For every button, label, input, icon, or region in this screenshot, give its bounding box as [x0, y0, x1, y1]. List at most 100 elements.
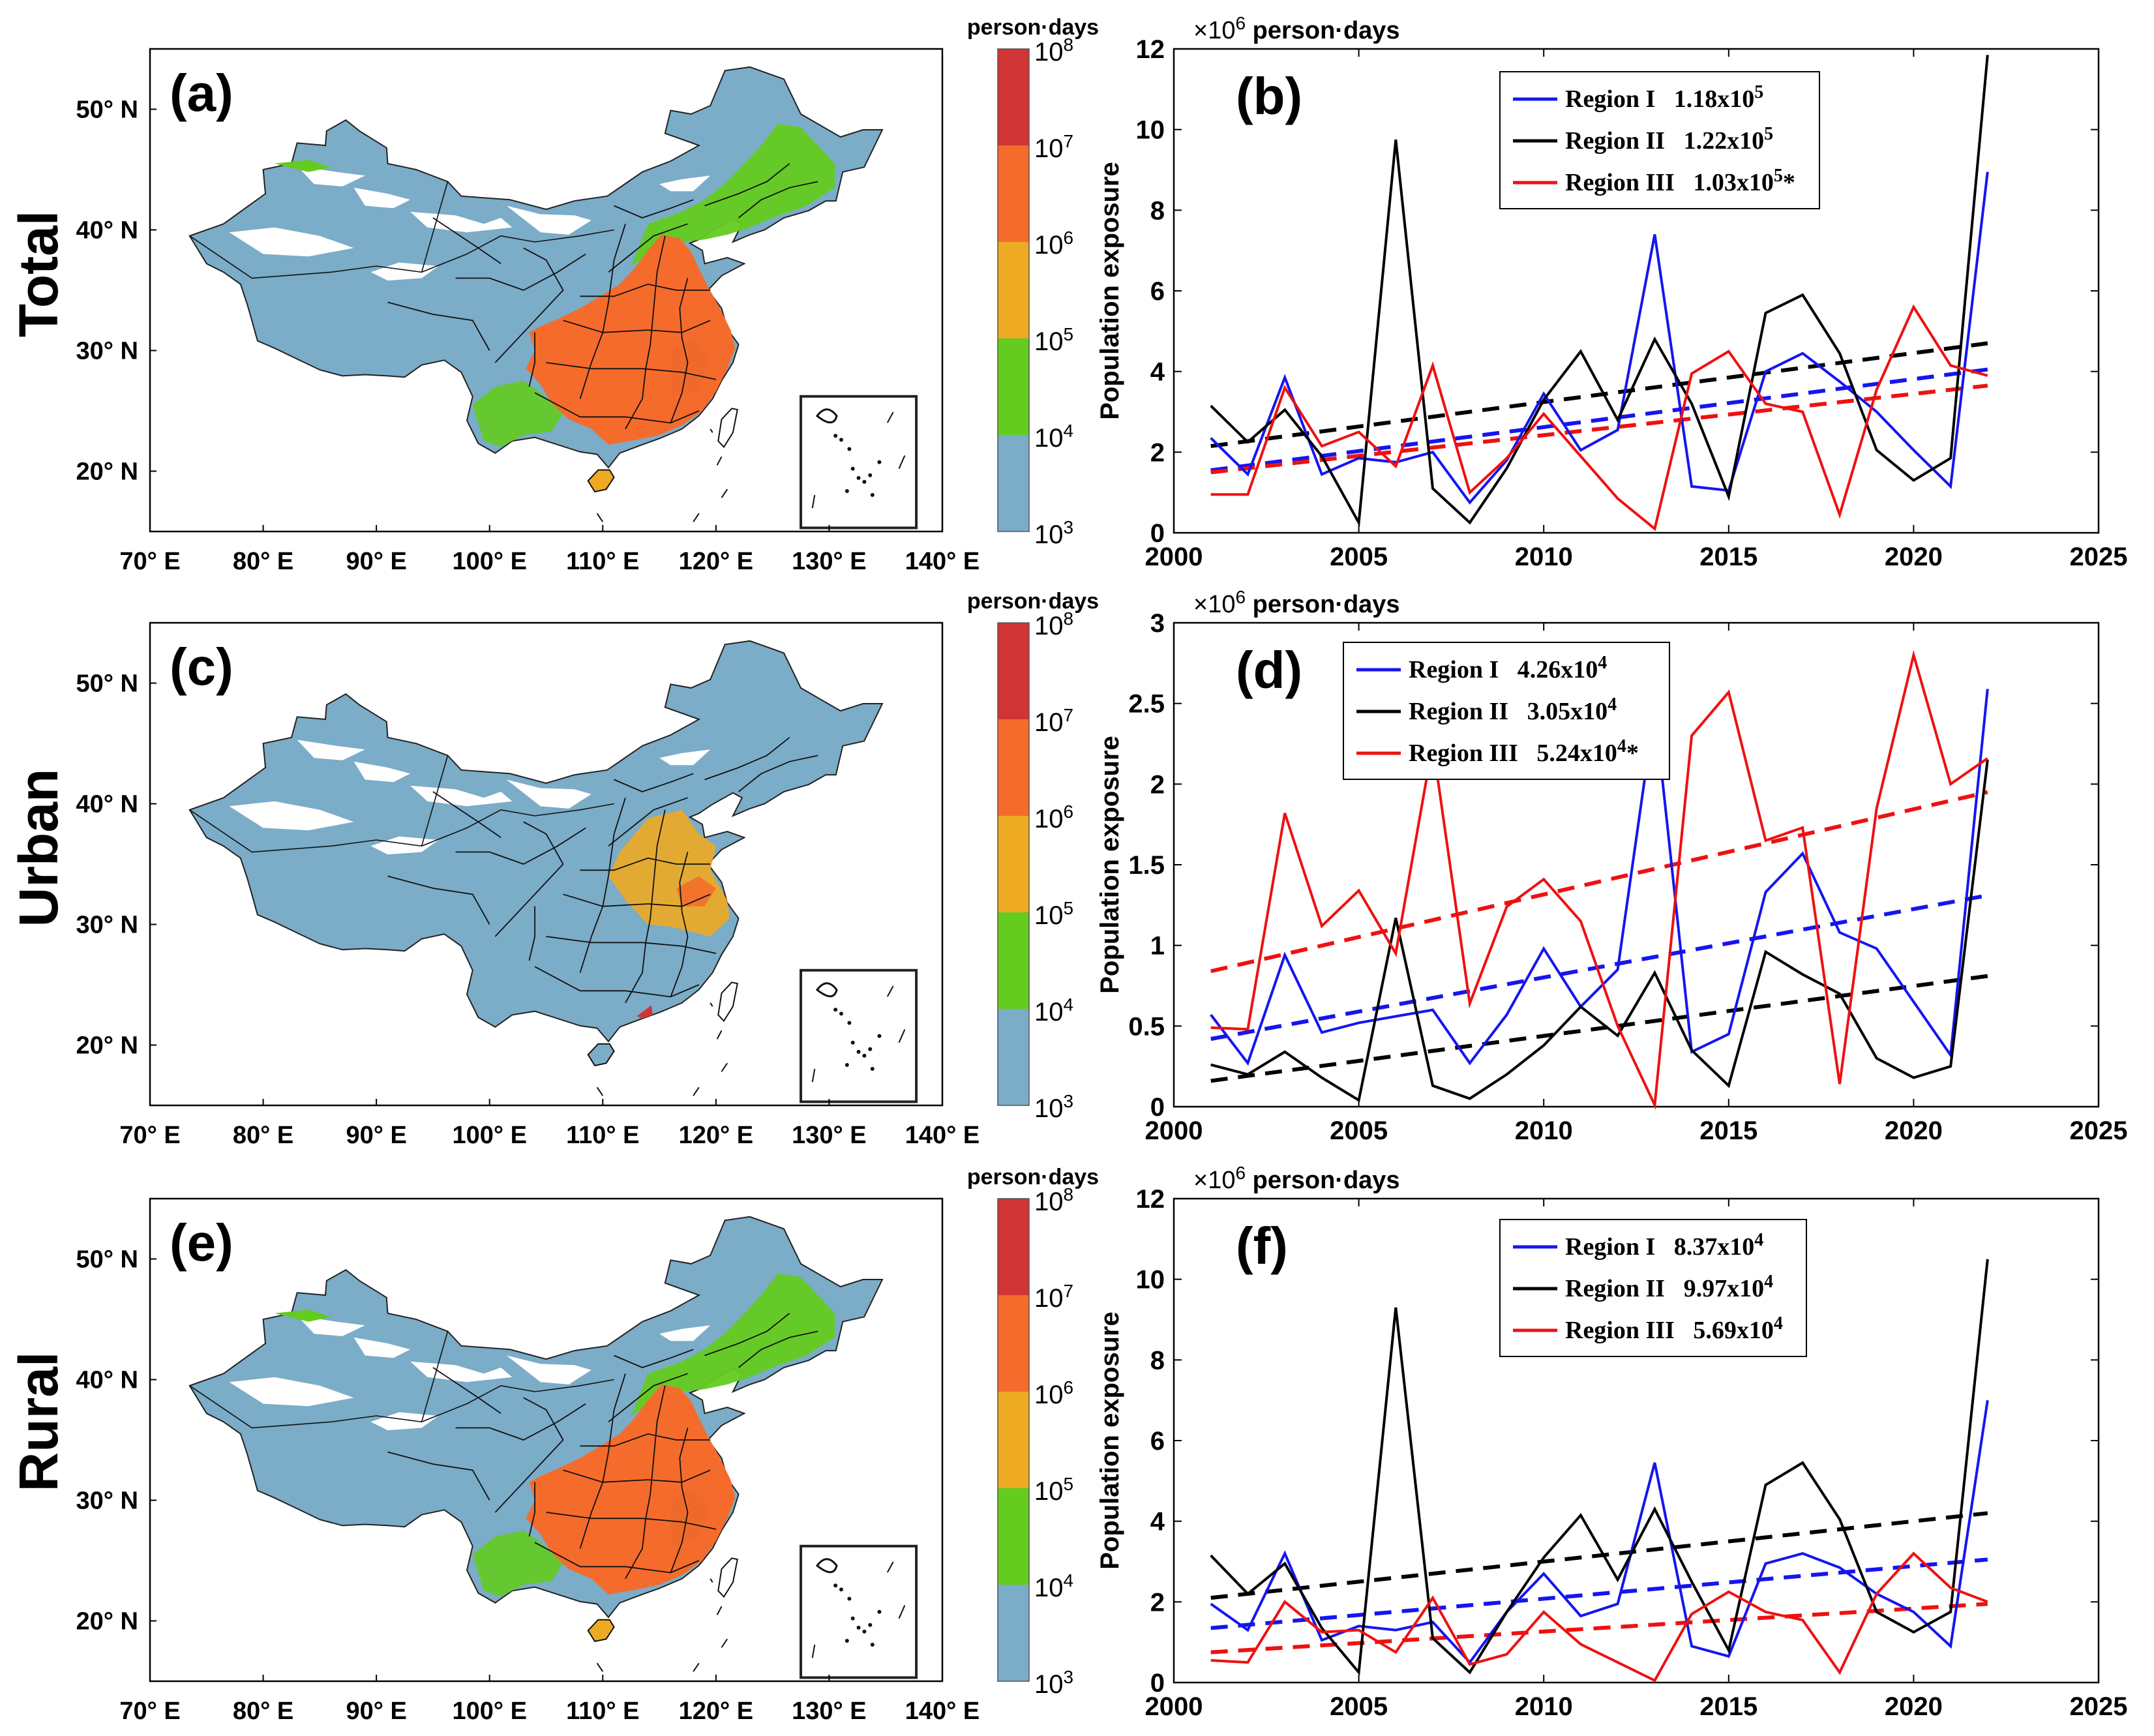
province-boundary [563, 320, 711, 333]
y-axis-label: Population exposure [1096, 1311, 1124, 1570]
colorbar-title: person·days [967, 589, 1099, 614]
urban-hotspot-south [636, 1005, 653, 1019]
line-chart-rural: 2000 2005 2010 2015 2020 2025 0 2 4 6 8 10 12 Populat… [1096, 1163, 2127, 1721]
series-line [1210, 1551, 1988, 1683]
colorbar-tick-label: 107 [1034, 131, 1073, 163]
y-tick-label: 4 [1150, 1508, 1165, 1536]
y-tick-label: 6 [1150, 1427, 1165, 1456]
urban-hotspot [676, 876, 716, 906]
province-boundary [704, 163, 790, 207]
colorbar-tick-label: 106 [1034, 1377, 1073, 1409]
colorbar-segment [998, 242, 1029, 338]
trend-line [1210, 383, 1988, 475]
province-boundary [494, 821, 564, 937]
lon-tick-label: 110° E [566, 1698, 639, 1725]
lon-tick-label: 100° E [452, 548, 527, 575]
inset-island-dot [839, 1011, 844, 1016]
y-tick-label: 0 [1150, 1093, 1165, 1122]
province-boundary [614, 1349, 694, 1368]
province-boundary [494, 247, 564, 363]
colorbar-tick-label: 106 [1034, 228, 1073, 260]
inset-dash [886, 412, 894, 423]
province-boundary [528, 906, 535, 961]
lon-tick-label: 130° E [792, 548, 867, 575]
nine-dash-line-segment [721, 1062, 728, 1072]
lon-tick-label: 100° E [452, 1698, 527, 1725]
south-china-sea-inset [800, 968, 918, 1103]
colorbar-segment [998, 338, 1029, 435]
y-tick-label: 2 [1150, 770, 1165, 799]
colorbar-tick-label: 108 [1034, 1184, 1073, 1216]
nine-dash-line-segment [710, 428, 713, 433]
y-tick-label: 3 [1150, 609, 1165, 638]
colorbar-segment [998, 1295, 1029, 1392]
x-tick-label: 2025 [2070, 1116, 2128, 1145]
x-tick-label: 2015 [1699, 1692, 1758, 1721]
x-tick-label: 2010 [1515, 543, 1573, 571]
inset-island-dot [868, 1623, 873, 1627]
province-boundary [534, 392, 700, 424]
nine-dash-line-segment [710, 1002, 713, 1007]
nine-dash-line-segment [721, 1638, 728, 1648]
lon-tick-label: 140° E [905, 1698, 980, 1725]
lat-tick-label: 50° N [76, 97, 138, 124]
south-china-sea-inset [800, 395, 918, 530]
legend-entry: Region II 9.97x104 [1565, 1272, 1773, 1302]
x-tick-label: 2000 [1145, 543, 1203, 571]
inset-dash [811, 1068, 816, 1083]
inset-island-dot [868, 473, 873, 477]
province-boundary [704, 737, 790, 781]
lat-tick-label: 50° N [76, 1246, 138, 1274]
nine-dash-line-segment [721, 488, 728, 498]
mid-exposure-zone-northeast [631, 123, 835, 266]
inset-island-dot [877, 1034, 882, 1038]
colorbar-frame [997, 1198, 1030, 1682]
y-axis-label: Population exposure [1096, 736, 1124, 994]
trend-line [1210, 974, 1988, 1083]
inset-dash [898, 1605, 906, 1619]
province-boundary [579, 798, 626, 973]
y-tick-label: 8 [1150, 1346, 1165, 1375]
low-exposure-patch [370, 1412, 439, 1431]
colorbar-tick-label: 104 [1034, 995, 1073, 1026]
colorbar-tick-label: 105 [1034, 898, 1073, 930]
province-boundary [494, 1397, 564, 1513]
province-boundary [625, 1385, 666, 1579]
lon-tick-label: 80° E [233, 1698, 293, 1725]
x-tick-label: 2020 [1885, 1692, 1943, 1721]
mid-exposure-zone-southwest [472, 380, 563, 447]
inset-island-dot [845, 1062, 849, 1067]
line-chart-urban: 2000 2005 2010 2015 2020 2025 0 0.5 1 1.5 2 2.5 3 Pop… [1096, 587, 2127, 1145]
low-exposure-patch [506, 205, 591, 235]
colorbar-tick-label: 103 [1034, 1091, 1073, 1123]
province-boundary [738, 1330, 818, 1368]
trend-line [1210, 367, 1988, 473]
legend-entry: Region III 1.03x105* [1565, 166, 1795, 196]
low-exposure-patch [229, 801, 354, 831]
lon-tick-label: 140° E [905, 548, 980, 575]
hainan-island [587, 469, 615, 493]
province-boundary [738, 181, 818, 218]
province-boundary [189, 1379, 614, 1429]
nine-dash-line-segment [596, 1086, 604, 1096]
y-tick-label: 10 [1136, 1266, 1165, 1295]
lat-tick-label: 30° N [76, 912, 138, 939]
lat-tick-label: 50° N [76, 670, 138, 698]
province-boundary [579, 224, 626, 399]
province-boundary [528, 332, 535, 387]
colorbar-frame [997, 48, 1030, 532]
high-exposure-zone-core [670, 1488, 711, 1549]
low-exposure-patch [506, 779, 591, 809]
x-tick-label: 2000 [1145, 1116, 1203, 1145]
province-boundary [534, 1542, 700, 1574]
inset-dash [811, 494, 816, 509]
inset-island-dot [870, 493, 875, 498]
inset-island-dot [847, 1021, 852, 1025]
colorbar-tick-label: 108 [1034, 608, 1073, 640]
low-exposure-patch [410, 785, 513, 807]
province-boundary [738, 755, 818, 792]
inset-island-dot [877, 460, 882, 464]
inset-island-dot [847, 447, 852, 451]
province-boundary [546, 936, 717, 954]
x-tick-label: 2000 [1145, 1692, 1203, 1721]
